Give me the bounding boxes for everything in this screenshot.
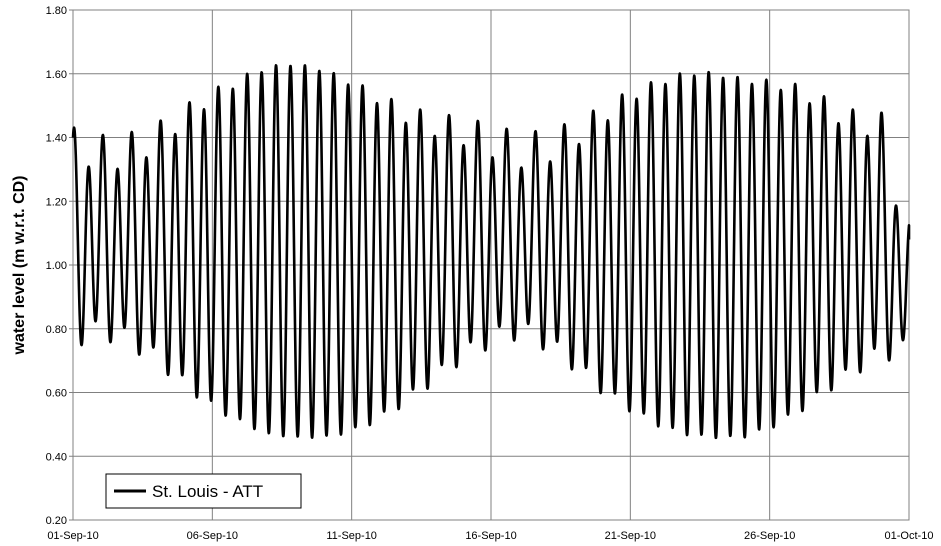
y-tick-label: 1.00: [46, 260, 67, 272]
y-tick-labels: 0.20 0.40 0.60 0.80 1.00 1.20 1.40 1.60 1.80: [46, 5, 67, 527]
series-line-st-louis-att: [71, 64, 911, 440]
y-tick-label: 0.40: [46, 451, 67, 463]
x-tick-label: 01-Oct-10: [885, 530, 934, 542]
legend-label: St. Louis - ATT: [152, 482, 263, 501]
x-tick-label: 01-Sep-10: [47, 530, 98, 542]
x-tick-label: 06-Sep-10: [187, 530, 238, 542]
y-tick-label: 1.40: [46, 133, 67, 145]
x-tick-labels: 01-Sep-10 06-Sep-10 11-Sep-10 16-Sep-10 21-S…: [47, 530, 933, 542]
y-tick-label: 1.80: [46, 5, 67, 17]
legend: St. Louis - ATT: [105, 473, 302, 509]
y-tick-label: 0.60: [46, 388, 67, 400]
x-tick-label: 11-Sep-10: [326, 530, 377, 542]
y-tick-label: 0.80: [46, 324, 67, 336]
x-tick-label: 21-Sep-10: [605, 530, 656, 542]
x-tick-label: 16-Sep-10: [465, 530, 516, 542]
y-tick-label: 0.20: [46, 515, 67, 527]
x-tick-label: 26-Sep-10: [744, 530, 795, 542]
y-axis-title: water level (m w.r.t. CD): [11, 175, 28, 355]
plot-frame: [72, 9, 910, 521]
y-tick-label: 1.20: [46, 196, 67, 208]
y-tick-label: 1.60: [46, 69, 67, 81]
series-layer: [71, 64, 911, 440]
